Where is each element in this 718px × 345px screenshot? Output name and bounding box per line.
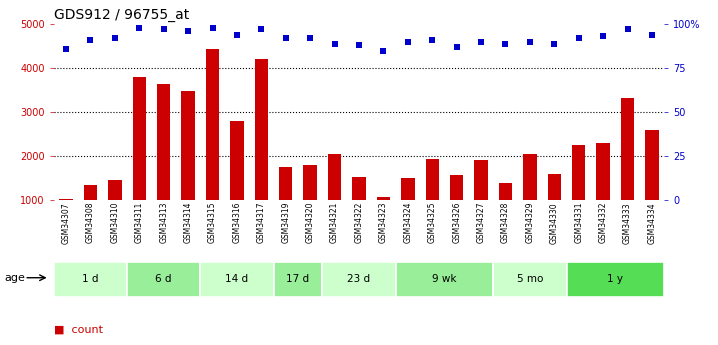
Bar <box>133 77 146 200</box>
Point <box>378 48 389 53</box>
Bar <box>206 49 219 200</box>
Text: GSM34326: GSM34326 <box>452 202 461 244</box>
Point <box>402 39 414 45</box>
Text: 17 d: 17 d <box>286 275 309 284</box>
Bar <box>493 262 567 297</box>
Bar <box>475 160 488 200</box>
Point <box>85 37 96 43</box>
Point <box>60 46 72 51</box>
Point <box>256 27 267 32</box>
Bar <box>396 262 493 297</box>
Text: GSM34316: GSM34316 <box>233 202 241 244</box>
Bar <box>353 177 365 200</box>
Bar <box>84 185 97 200</box>
Bar <box>230 121 243 200</box>
Bar <box>426 159 439 200</box>
Point <box>353 42 365 48</box>
Bar <box>377 197 390 200</box>
Text: 1 d: 1 d <box>83 275 98 284</box>
Text: GSM34311: GSM34311 <box>135 202 144 243</box>
Bar <box>645 130 658 200</box>
Point <box>646 32 658 38</box>
Bar <box>304 165 317 200</box>
Bar <box>157 83 170 200</box>
Text: GSM34323: GSM34323 <box>379 202 388 244</box>
Point <box>573 36 584 41</box>
Point <box>134 25 145 30</box>
Text: GSM34328: GSM34328 <box>501 202 510 243</box>
Text: GSM34315: GSM34315 <box>208 202 217 244</box>
Bar <box>401 178 414 200</box>
Bar <box>567 262 664 297</box>
Bar <box>621 98 634 200</box>
Bar <box>322 262 396 297</box>
Bar <box>597 143 610 200</box>
Text: GSM34333: GSM34333 <box>623 202 632 244</box>
Text: GSM34317: GSM34317 <box>257 202 266 244</box>
Text: GSM34334: GSM34334 <box>648 202 656 244</box>
Text: GSM34307: GSM34307 <box>62 202 70 244</box>
Point <box>329 41 340 46</box>
Point <box>426 37 438 43</box>
Point <box>451 44 462 50</box>
Text: GSM34325: GSM34325 <box>428 202 437 244</box>
Point <box>549 41 560 46</box>
Point <box>597 34 609 39</box>
Text: GSM34330: GSM34330 <box>550 202 559 244</box>
Text: GSM34319: GSM34319 <box>281 202 290 244</box>
Text: 1 y: 1 y <box>607 275 623 284</box>
Bar <box>572 145 585 200</box>
Bar <box>548 174 561 200</box>
Text: 9 wk: 9 wk <box>432 275 457 284</box>
Point <box>231 32 243 38</box>
Text: GSM34329: GSM34329 <box>526 202 534 244</box>
Bar <box>274 262 322 297</box>
Point <box>475 39 487 45</box>
Bar <box>54 262 127 297</box>
Text: GSM34322: GSM34322 <box>355 202 363 243</box>
Text: 23 d: 23 d <box>348 275 370 284</box>
Bar <box>255 59 268 200</box>
Bar <box>182 91 195 200</box>
Point <box>109 36 121 41</box>
Text: ■  count: ■ count <box>54 324 103 334</box>
Point <box>304 36 316 41</box>
Bar <box>523 154 536 200</box>
Bar <box>328 154 341 200</box>
Text: 6 d: 6 d <box>156 275 172 284</box>
Point <box>182 28 194 34</box>
Bar <box>200 262 274 297</box>
Text: GSM34313: GSM34313 <box>159 202 168 244</box>
Text: GSM34321: GSM34321 <box>330 202 339 243</box>
Text: GSM34310: GSM34310 <box>111 202 119 244</box>
Text: GSM34327: GSM34327 <box>477 202 485 244</box>
Text: GSM34314: GSM34314 <box>184 202 192 244</box>
Point <box>500 41 511 46</box>
Bar <box>108 180 121 200</box>
Text: age: age <box>4 273 25 283</box>
Text: GSM34324: GSM34324 <box>404 202 412 244</box>
Bar <box>60 199 73 200</box>
Text: GDS912 / 96755_at: GDS912 / 96755_at <box>54 8 189 22</box>
Text: 5 mo: 5 mo <box>517 275 543 284</box>
Text: GSM34320: GSM34320 <box>306 202 314 244</box>
Bar <box>450 176 463 200</box>
Text: GSM34308: GSM34308 <box>86 202 95 244</box>
Text: GSM34331: GSM34331 <box>574 202 583 244</box>
Point <box>524 39 536 45</box>
Point <box>622 27 633 32</box>
Bar <box>279 167 292 200</box>
Point <box>280 36 292 41</box>
Text: GSM34332: GSM34332 <box>599 202 607 244</box>
Point <box>207 25 218 30</box>
Point <box>158 27 169 32</box>
Bar <box>499 184 512 200</box>
Bar <box>127 262 200 297</box>
Text: 14 d: 14 d <box>225 275 248 284</box>
